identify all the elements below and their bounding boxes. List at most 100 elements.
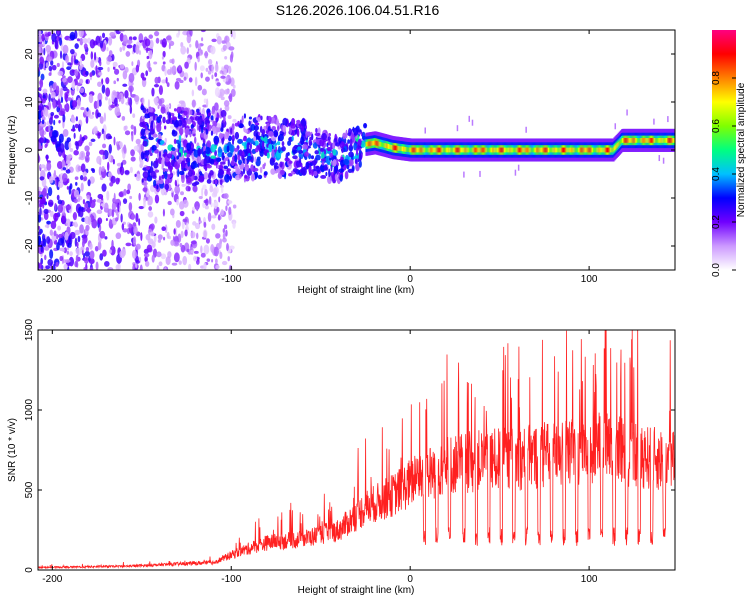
spectrogram-cell [206,258,211,262]
spectrogram-cell [119,63,125,69]
spectrogram-cell [141,182,148,186]
spectrogram-cell [276,141,281,146]
spectrogram-cell [143,253,150,258]
spectrogram-cell [50,112,55,116]
spectrogram-cell [89,242,93,250]
spectrogram-cell [75,141,79,151]
spectrogram-cell [101,78,104,85]
spectrogram-cell [69,231,76,240]
spectrogram-cell [212,187,218,197]
spectrogram-cell [161,56,164,60]
spectrogram-cell [241,115,244,125]
spectrogram-cell [219,161,226,165]
spectrogram-cell [178,260,182,265]
spectrogram-cell [66,185,70,190]
spectrogram-cell [41,98,46,104]
spectrogram-cell [277,125,280,132]
spectrogram-cell [237,138,244,144]
spectrogram-cell [112,91,118,96]
spectrogram-cell [131,132,134,142]
spectrogram-cell [186,142,191,152]
spectrogram-cell [229,127,233,135]
spectrogram-cell [97,92,103,102]
spectrogram-cell [223,115,226,123]
spectrogram-cell [200,252,206,258]
spectrogram-cell [223,224,228,230]
spectrogram-cell [243,113,247,119]
spectrogram-cell [46,192,49,200]
spectrogram-cell [234,131,240,140]
spectrogram-cell [45,265,51,270]
spectrogram-cell [183,119,187,128]
spectrogram-cell [52,263,56,270]
spectrogram-cell [120,213,123,223]
spectrogram-cell [194,201,200,210]
spectrogram-cell [163,236,166,241]
spectrogram-cell [221,123,224,131]
spectrogram-y-tick-label: 20 [24,48,35,60]
spectrogram-cell [56,30,60,35]
spectrogram-cell [38,30,42,38]
spectrogram-cell [146,108,149,113]
spectrogram-cell [74,176,79,180]
spectrogram-cell [228,46,235,51]
spectrogram-cell [94,245,99,252]
spectrogram-cell [330,163,333,172]
spectrogram-cell [187,169,193,177]
spectrogram-cell [181,183,186,187]
spectrogram-cell [210,115,214,121]
spectrogram-cell [109,182,114,187]
spectrogram-cell [140,128,145,137]
spectrogram-cell [328,157,332,161]
spectrogram-cell [281,141,285,147]
spectrogram-cell [66,97,73,101]
spectrogram-cell [79,209,84,218]
snr-x-ticks: -200 -100 0 100 [42,330,598,585]
spectrogram-cell [517,164,520,171]
spectrogram-cell [85,246,90,252]
spectrogram-cell [79,134,82,144]
spectrogram-cell [80,246,85,251]
spectrogram-cell [59,37,63,46]
spectrogram-cell [148,34,154,39]
spectrogram-cell [90,51,94,60]
spectrogram-cell [49,229,53,236]
spectrogram-cell [222,44,227,51]
spectrogram-cell [164,170,168,180]
spectrogram-cell [117,202,120,212]
spectrogram-cell [118,191,124,198]
spectrogram-cell [291,135,294,141]
spectrogram-cell [147,170,151,178]
spectrogram-cell [185,157,191,163]
spectrogram-cell [144,150,150,156]
spectrogram-cell [53,114,59,119]
spectrogram-cell [101,32,106,39]
spectrogram-cell [246,142,250,151]
spectrogram-cell [151,87,155,97]
spectrogram-cell [198,49,204,56]
spectrogram-cell [157,239,162,243]
spectrogram-cell [90,213,93,220]
spectrogram-cell [210,244,215,253]
spectrogram-cell [67,242,72,248]
spectrogram-cell [201,88,207,96]
spectrogram-cell [68,256,75,267]
spectrogram-cell [254,122,260,126]
spectrogram-cell [87,216,92,226]
spectrogram-cell [75,116,78,122]
spectrogram-cell [72,211,78,221]
spectrogram-cell [65,165,68,171]
spectrogram-cell [82,199,86,205]
snr-panel: -200 -100 0 100 0 500 1000 1500 Height of stra… [7,318,676,596]
spectrogram-cell [217,151,223,158]
spectrogram-cell [163,125,167,130]
spectrogram-cell [142,97,145,106]
spectrogram-cell [173,252,180,263]
spectrogram-cell [56,194,60,201]
spectrogram-cell [171,129,176,135]
spectrogram-cell [320,152,325,159]
spectrogram-cell [230,88,236,98]
spectrogram-cell [226,145,230,153]
spectrogram-cell [183,168,187,172]
spectrogram-cell [171,146,176,152]
